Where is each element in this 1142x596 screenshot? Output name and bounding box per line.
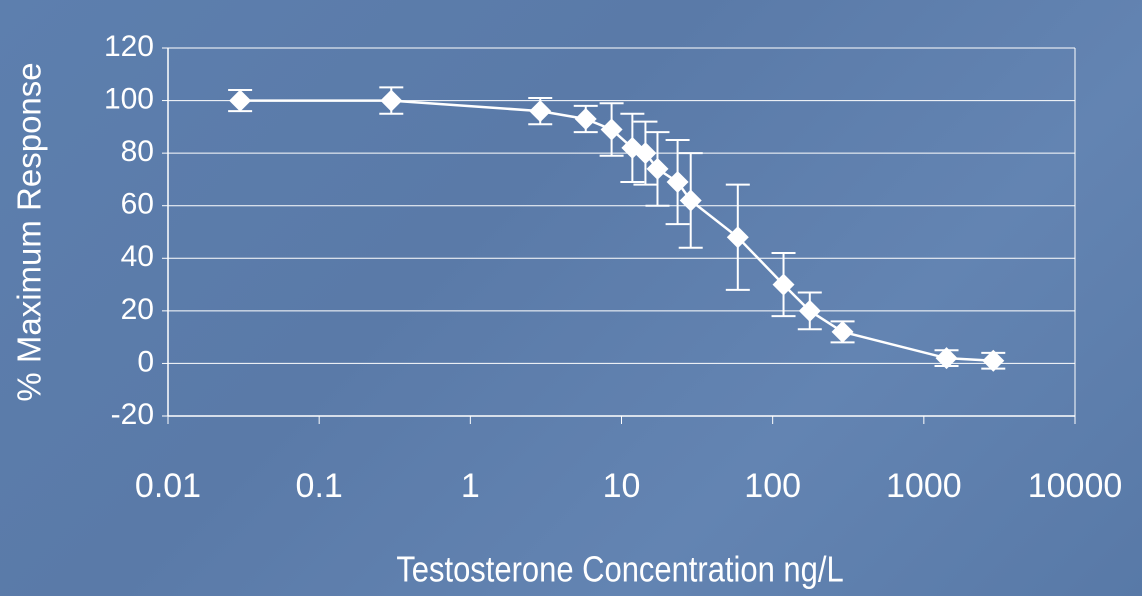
y-tick-label: 40 [121, 240, 154, 273]
y-axis-label: % Maximum Response [11, 62, 48, 401]
series-line [240, 99, 994, 363]
marker [529, 100, 552, 123]
y-tick-label: 0 [137, 345, 154, 378]
x-tick-label: 10 [603, 467, 641, 505]
y-tick-label: -20 [111, 398, 154, 431]
y-tick-label: 120 [104, 30, 154, 63]
x-tick-label: 1000 [886, 467, 962, 505]
y-tick-label: 60 [121, 188, 154, 221]
marker [679, 189, 702, 212]
marker [634, 142, 657, 165]
marker [380, 89, 403, 112]
x-tick-label: 0.01 [135, 467, 201, 505]
marker [726, 226, 749, 249]
y-tick-label: 100 [104, 82, 154, 115]
marker [935, 347, 958, 370]
marker [772, 273, 795, 296]
y-tick-label: 80 [121, 135, 154, 168]
marker [798, 299, 821, 322]
x-tick-label: 10000 [1028, 467, 1123, 505]
marker [600, 118, 623, 141]
x-tick-label: 100 [744, 467, 801, 505]
y-tick-label: 20 [121, 293, 154, 326]
x-axis-label: Testosterone Concentration ng/L [396, 550, 843, 590]
x-tick-label: 1 [461, 467, 480, 505]
marker [646, 157, 669, 180]
x-tick-label: 0.1 [296, 467, 343, 505]
marker [831, 320, 854, 343]
marker [229, 89, 252, 112]
marker [982, 349, 1005, 372]
marker [574, 107, 597, 130]
marker [666, 171, 689, 194]
